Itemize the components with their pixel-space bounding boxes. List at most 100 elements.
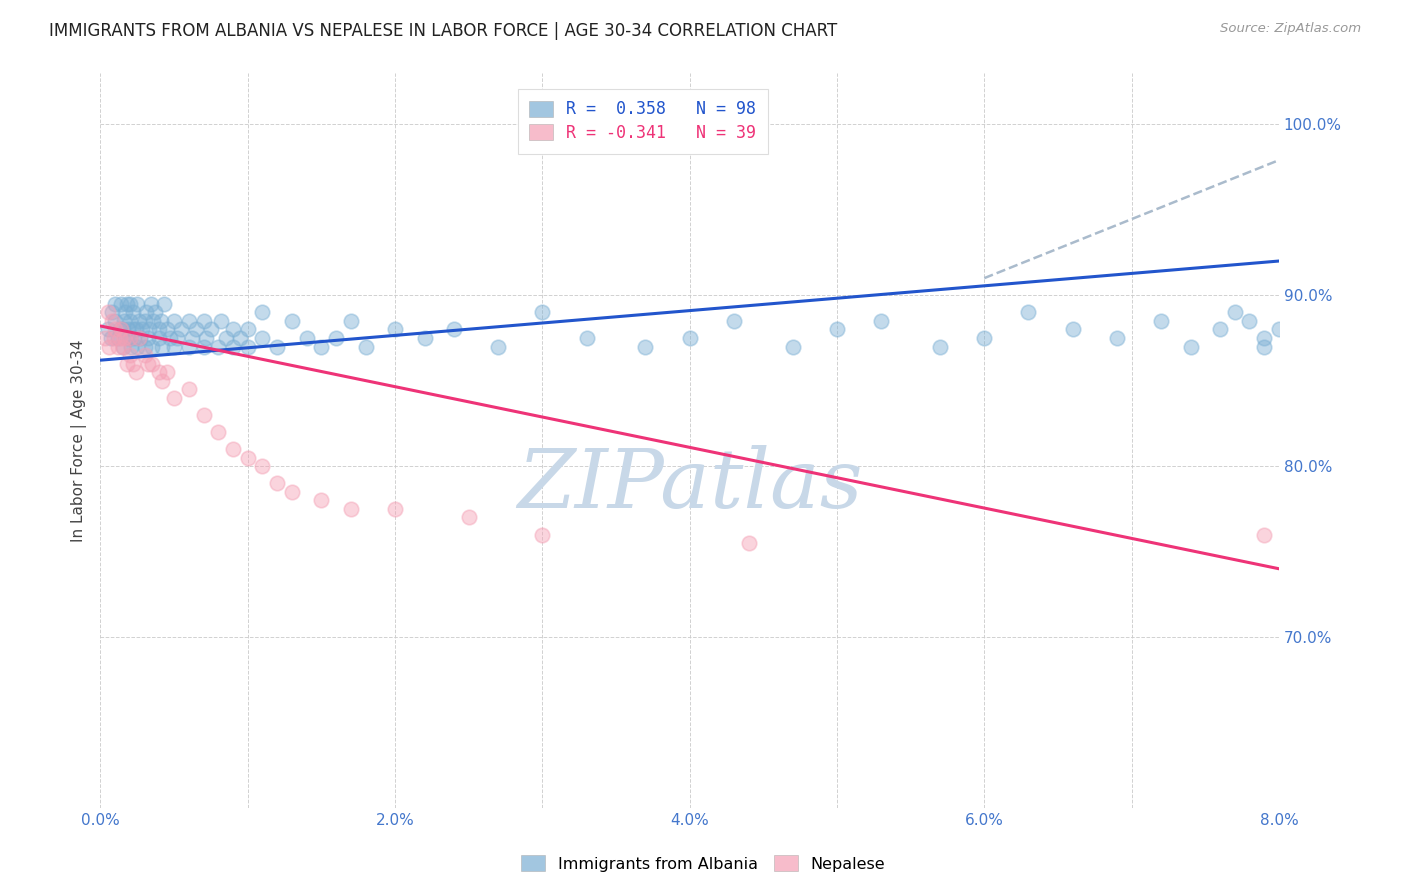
Point (1018, 305, 1040, 319)
Point (143, 305, 166, 319)
Point (214, 331, 236, 345)
Point (114, 305, 136, 319)
Point (177, 314, 200, 328)
Point (973, 331, 995, 345)
Point (118, 297, 141, 311)
Point (340, 314, 363, 328)
Point (112, 331, 135, 345)
Point (131, 322, 153, 336)
Point (207, 339, 229, 353)
Point (266, 476, 288, 491)
Point (149, 314, 172, 328)
Point (180, 331, 202, 345)
Point (200, 322, 222, 336)
Point (108, 331, 131, 345)
Point (101, 305, 124, 319)
Point (97, 322, 120, 336)
Point (207, 425, 229, 439)
Point (384, 502, 406, 516)
Point (121, 322, 143, 336)
Point (1223, 305, 1246, 319)
Point (128, 314, 150, 328)
Point (413, 331, 436, 345)
Point (1253, 527, 1275, 541)
Point (134, 339, 156, 353)
Y-axis label: In Labor Force | Age 30-34: In Labor Force | Age 30-34 (72, 339, 87, 541)
Point (110, 297, 132, 311)
Point (141, 357, 163, 371)
Point (100, 331, 122, 345)
Point (107, 339, 129, 353)
Point (125, 365, 148, 379)
Point (170, 322, 193, 336)
Point (229, 331, 252, 345)
Point (111, 322, 134, 336)
Point (340, 502, 363, 516)
Point (134, 348, 156, 362)
Legend: R =  0.358   N = 98, R = -0.341   N = 39: R = 0.358 N = 98, R = -0.341 N = 39 (517, 88, 768, 153)
Point (141, 339, 163, 353)
Point (193, 314, 215, 328)
Point (1105, 331, 1128, 345)
Point (148, 322, 170, 336)
Point (97, 305, 120, 319)
Point (120, 339, 142, 353)
Point (457, 510, 479, 524)
Point (1150, 314, 1173, 328)
Point (266, 339, 288, 353)
Point (236, 339, 259, 353)
Point (737, 536, 759, 550)
Point (125, 322, 148, 336)
Point (104, 297, 127, 311)
Point (142, 314, 165, 328)
Text: ZIPatlas: ZIPatlas (517, 444, 862, 524)
Point (222, 442, 245, 456)
Point (325, 331, 347, 345)
Point (1062, 322, 1084, 336)
Point (1253, 339, 1275, 353)
Point (575, 331, 598, 345)
Point (1180, 339, 1202, 353)
Point (252, 459, 274, 474)
Point (127, 297, 149, 311)
Point (118, 331, 141, 345)
Point (117, 322, 139, 336)
Point (236, 450, 259, 465)
Point (1253, 331, 1275, 345)
Point (1268, 322, 1291, 336)
Point (115, 357, 138, 371)
Text: IMMIGRANTS FROM ALBANIA VS NEPALESE IN LABOR FORCE | AGE 30-34 CORRELATION CHART: IMMIGRANTS FROM ALBANIA VS NEPALESE IN L… (49, 22, 838, 40)
Point (104, 322, 127, 336)
Point (128, 331, 150, 345)
Point (166, 331, 188, 345)
Point (115, 297, 138, 311)
Point (163, 391, 186, 405)
Point (486, 339, 509, 353)
Point (124, 331, 146, 345)
Point (163, 314, 186, 328)
Point (121, 357, 143, 371)
Point (110, 322, 132, 336)
Point (384, 322, 406, 336)
Point (222, 339, 245, 353)
Point (136, 357, 159, 371)
Point (531, 527, 554, 541)
Point (1209, 322, 1232, 336)
Point (103, 331, 125, 345)
Point (129, 331, 152, 345)
Point (94, 331, 117, 345)
Text: Source: ZipAtlas.com: Source: ZipAtlas.com (1220, 22, 1361, 36)
Point (98, 339, 121, 353)
Point (723, 314, 745, 328)
Point (136, 331, 159, 345)
Point (193, 408, 215, 422)
Point (115, 331, 138, 345)
Point (148, 365, 170, 379)
Point (108, 322, 131, 336)
Point (311, 493, 333, 508)
Point (782, 339, 804, 353)
Point (134, 314, 156, 328)
Point (195, 331, 218, 345)
Point (443, 322, 465, 336)
Point (177, 382, 200, 396)
